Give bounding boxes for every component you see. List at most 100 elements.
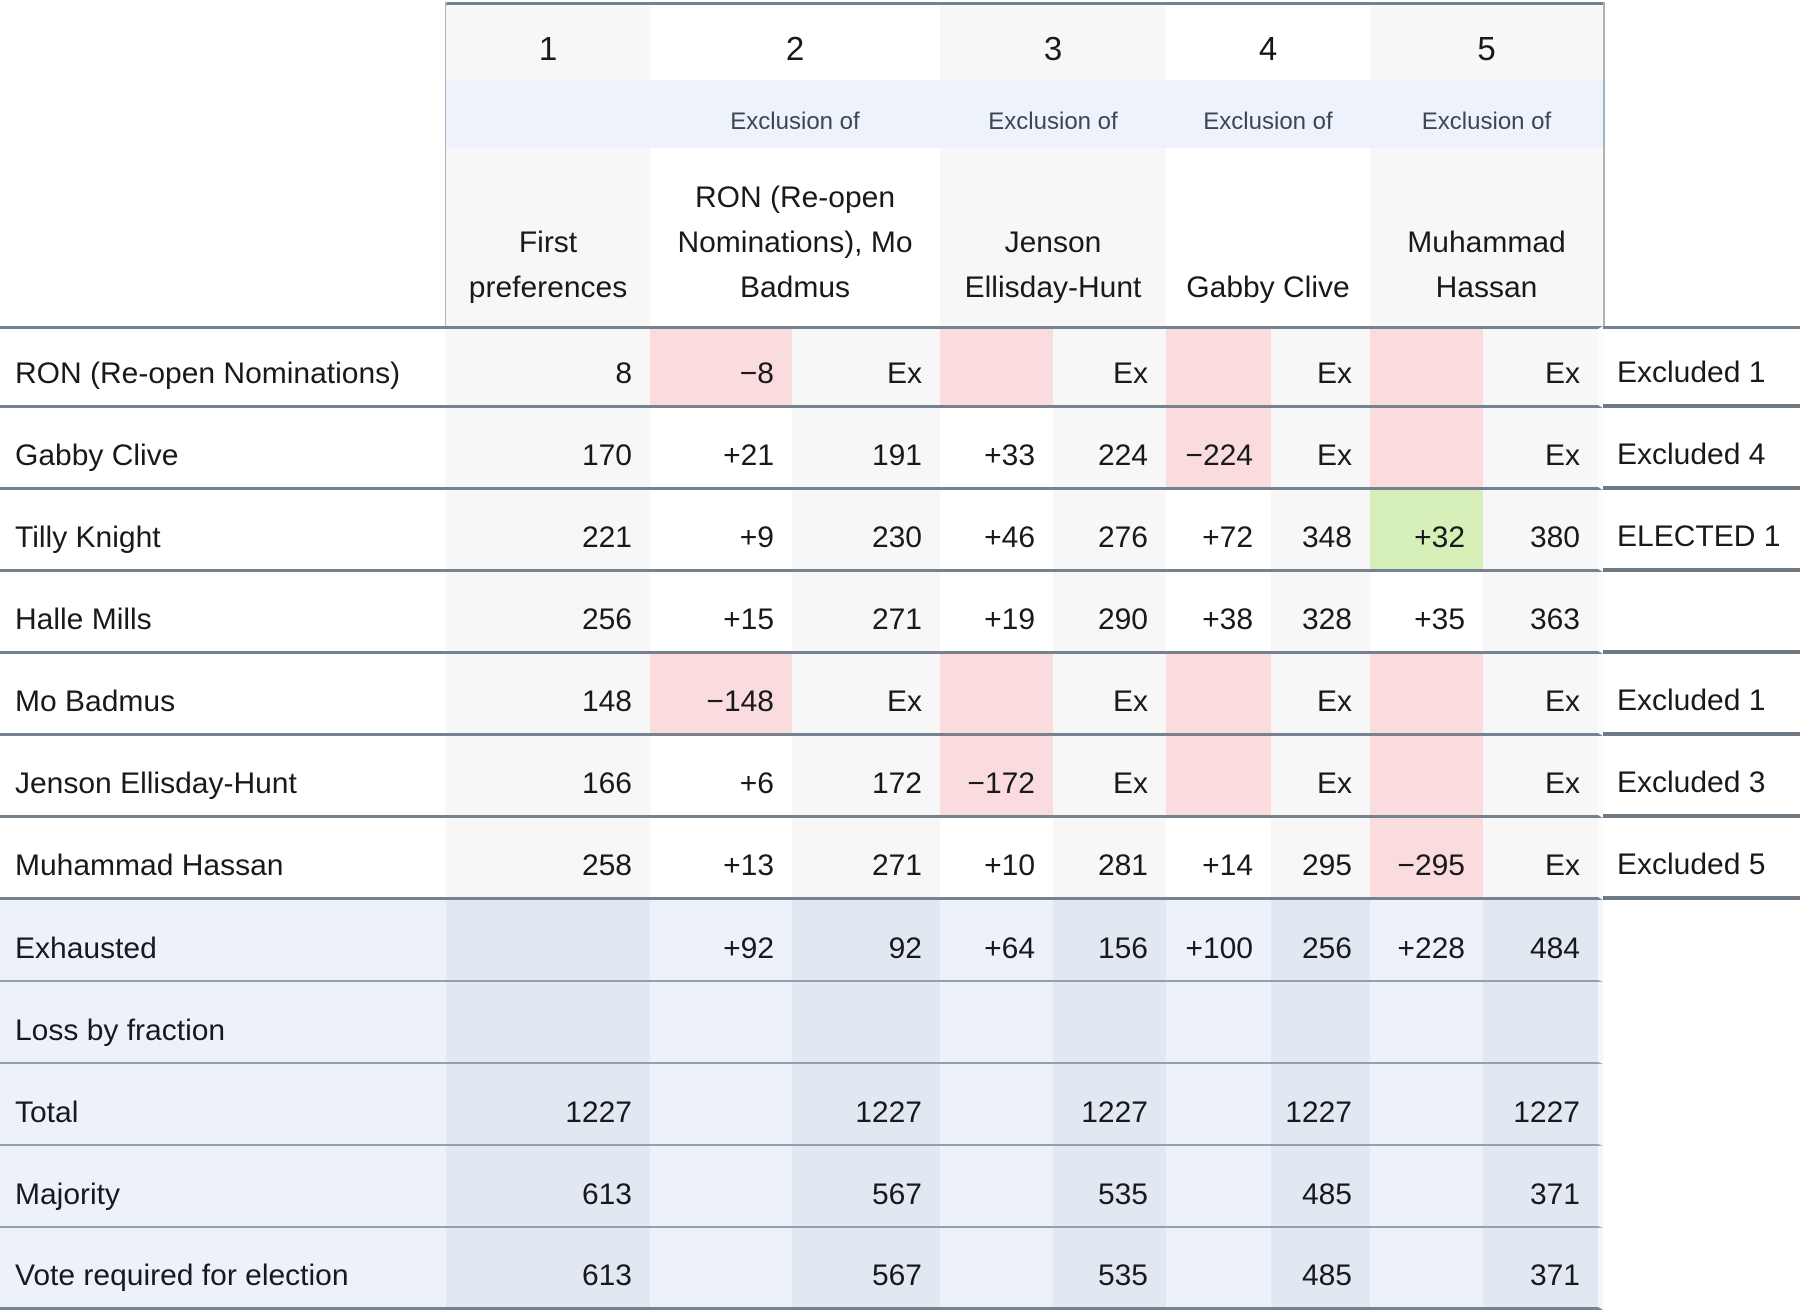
cell-r2-change: +13: [650, 818, 792, 900]
status-cell: Excluded 1: [1603, 326, 1800, 408]
status-cell: [1603, 1064, 1800, 1146]
cell-r3-change: [940, 1146, 1053, 1228]
cell-r5-change: [1370, 1064, 1483, 1146]
row-label: Jenson Ellisday-Hunt: [0, 736, 446, 818]
cell-r4-total: 348: [1271, 490, 1370, 572]
cell-r4-change: +14: [1166, 818, 1271, 900]
cell-r1: 170: [446, 408, 650, 490]
round-description-row: First preferences RON (Re-open Nominatio…: [446, 148, 1603, 326]
row-label: Tilly Knight: [0, 490, 446, 572]
cell-r3-total: Ex: [1053, 326, 1166, 408]
cell-r4-change: +72: [1166, 490, 1271, 572]
round-4-header: 4: [1166, 6, 1370, 80]
cell-r3-total: Ex: [1053, 736, 1166, 818]
round-5-description: Muhammad Hassan: [1370, 148, 1603, 326]
cell-r4-change: [1166, 326, 1271, 408]
round-number-row: 1 2 3 4 5: [446, 6, 1603, 80]
row-label: Loss by fraction: [0, 982, 446, 1064]
cell-r2-total: 567: [792, 1146, 940, 1228]
cell-r1: 613: [446, 1146, 650, 1228]
cell-r5-total: Ex: [1483, 736, 1603, 818]
cell-r4-change: [1166, 736, 1271, 818]
cell-r3-change: +33: [940, 408, 1053, 490]
cell-r1: 1227: [446, 1064, 650, 1146]
round-3-exclusion-label: Exclusion of: [988, 108, 1118, 135]
cell-r5-total: 1227: [1483, 1064, 1603, 1146]
cell-r3-total: Ex: [1053, 654, 1166, 736]
cell-r5-change: [1370, 326, 1483, 408]
cell-r1: 148: [446, 654, 650, 736]
row-label: Halle Mills: [0, 572, 446, 654]
cell-r3-change: +46: [940, 490, 1053, 572]
cell-r4-total: Ex: [1271, 736, 1370, 818]
cell-r4-change: −224: [1166, 408, 1271, 490]
cell-r4-total: 485: [1271, 1228, 1370, 1310]
cell-r1: 256: [446, 572, 650, 654]
status-cell: [1603, 1146, 1800, 1228]
cell-r4-total: 328: [1271, 572, 1370, 654]
cell-r1: 613: [446, 1228, 650, 1310]
cell-r3-total: 535: [1053, 1146, 1166, 1228]
status-cell: [1603, 982, 1800, 1064]
status-cell: Excluded 3: [1603, 736, 1800, 818]
cell-r2-change: +9: [650, 490, 792, 572]
status-cell: ELECTED 1: [1603, 490, 1800, 572]
results-grid: RON (Re-open Nominations) 8 −8 Ex Ex Ex Ex Excl…: [0, 326, 1800, 1310]
cell-r2-total: 230: [792, 490, 940, 572]
row-label: Vote required for election: [0, 1228, 446, 1310]
cell-r5-total: 371: [1483, 1146, 1603, 1228]
round-5-header: 5: [1370, 6, 1603, 80]
cell-r5-total: 371: [1483, 1228, 1603, 1310]
cell-r5-change: [1370, 982, 1483, 1064]
cell-r3-change: [940, 1228, 1053, 1310]
cell-r1: [446, 982, 650, 1064]
cell-r2-change: [650, 1146, 792, 1228]
status-cell: Excluded 4: [1603, 408, 1800, 490]
round-4-description: Gabby Clive: [1166, 148, 1370, 326]
cell-r3-total: 156: [1053, 900, 1166, 982]
cell-r4-total: Ex: [1271, 408, 1370, 490]
cell-r2-total: [792, 982, 940, 1064]
cell-r3-total: [1053, 982, 1166, 1064]
cell-r3-change: [940, 326, 1053, 408]
cell-r5-change: +35: [1370, 572, 1483, 654]
row-label: Muhammad Hassan: [0, 818, 446, 900]
round-2-header: 2: [650, 6, 940, 80]
row-label: Exhausted: [0, 900, 446, 982]
round-1-header: 1: [446, 6, 650, 80]
cell-r5-total: Ex: [1483, 654, 1603, 736]
cell-r3-total: 290: [1053, 572, 1166, 654]
cell-r4-total: 485: [1271, 1146, 1370, 1228]
cell-r2-total: 271: [792, 818, 940, 900]
cell-r4-total: 256: [1271, 900, 1370, 982]
round-2-exclusion-label: Exclusion of: [730, 108, 860, 135]
cell-r5-change: [1370, 1228, 1483, 1310]
cell-r3-change: [940, 654, 1053, 736]
cell-r2-total: 1227: [792, 1064, 940, 1146]
cell-r4-total: 295: [1271, 818, 1370, 900]
cell-r5-total: 380: [1483, 490, 1603, 572]
cell-r5-total: 484: [1483, 900, 1603, 982]
cell-r2-total: 172: [792, 736, 940, 818]
round-5-exclusion-label: Exclusion of: [1421, 108, 1552, 135]
cell-r2-change: −148: [650, 654, 792, 736]
exclusion-spacer: [446, 80, 650, 148]
header-right-border: [1603, 2, 1605, 326]
cell-r2-total: 271: [792, 572, 940, 654]
cell-r2-total: Ex: [792, 654, 940, 736]
status-cell: Excluded 1: [1603, 654, 1800, 736]
row-label: Gabby Clive: [0, 408, 446, 490]
round-2-description: RON (Re-open Nominations), Mo Badmus: [650, 148, 940, 326]
cell-r3-change: +64: [940, 900, 1053, 982]
cell-r4-change: +100: [1166, 900, 1271, 982]
cell-r3-change: [940, 982, 1053, 1064]
cell-r2-total: Ex: [792, 326, 940, 408]
cell-r4-total: Ex: [1271, 326, 1370, 408]
row-label: Total: [0, 1064, 446, 1146]
cell-r4-change: [1166, 1228, 1271, 1310]
cell-r5-change: [1370, 408, 1483, 490]
cell-r5-change: [1370, 736, 1483, 818]
cell-r1: 166: [446, 736, 650, 818]
cell-r3-change: +10: [940, 818, 1053, 900]
cell-r2-change: [650, 1228, 792, 1310]
